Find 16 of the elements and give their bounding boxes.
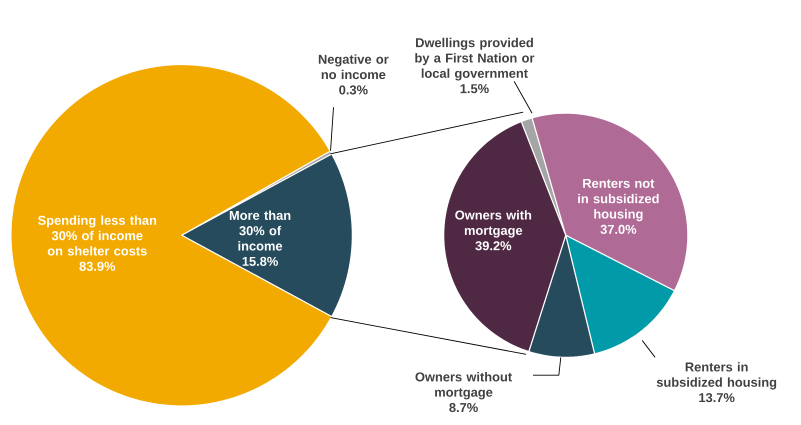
data-label: 13.7% xyxy=(699,393,735,402)
slice-label: Renters in subsidized housing xyxy=(656,362,776,390)
data-label: 8.7% xyxy=(449,403,478,412)
data-label: 1.5% xyxy=(460,84,489,94)
slice-label: Owners with mortgage xyxy=(455,210,532,238)
slice-label: Dwellings provided by a First Nation or local government xyxy=(415,38,534,81)
data-label: 37.0% xyxy=(600,224,636,234)
data-label: 39.2% xyxy=(475,241,512,250)
slice-label: More than 30% of income xyxy=(230,210,290,251)
slice-label: Renters not in subsidized housing xyxy=(578,179,659,222)
data-label: 15.8% xyxy=(242,256,278,266)
slice-label: Owners without mortgage xyxy=(416,372,512,400)
slice-label: Spending less than 30% of income on shelter costs xyxy=(38,216,156,256)
data-label: 83.9% xyxy=(79,262,116,271)
data-label: 0.3% xyxy=(339,85,368,95)
slice-label: Negative or no income xyxy=(318,54,389,80)
